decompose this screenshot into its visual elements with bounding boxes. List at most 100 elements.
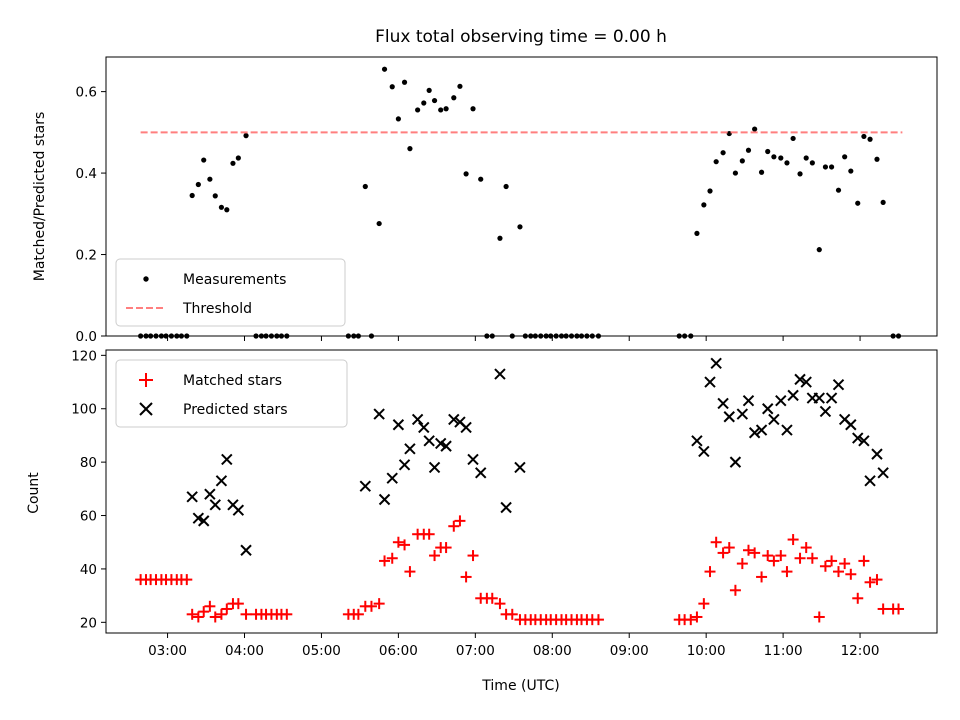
- matched-star-point: [209, 611, 221, 623]
- predicted-star-point: [440, 440, 452, 452]
- matched-star-point: [399, 539, 411, 551]
- bottom-legend-box: [115, 359, 348, 428]
- matched-star-point: [423, 528, 435, 540]
- matched-star-point: [506, 608, 518, 620]
- predicted-star-point: [404, 443, 416, 455]
- measurement-point: [470, 106, 476, 112]
- matched-star-point: [806, 552, 818, 564]
- measurement-point: [362, 183, 368, 190]
- matched-star-point: [768, 555, 780, 567]
- matched-star-point: [685, 614, 697, 626]
- predicted-star-point: [852, 432, 864, 444]
- measurement-point: [407, 146, 413, 152]
- matched-star-point: [775, 550, 787, 562]
- predicted-star-point: [768, 413, 780, 426]
- matched-star-point: [392, 536, 404, 548]
- predicted-star-point: [186, 491, 198, 503]
- measurement-point: [778, 155, 784, 161]
- matched-star-point: [893, 603, 905, 615]
- predicted-star-point: [800, 376, 812, 388]
- bottom-panel-y-ticks: 20 40 60 80 100 120: [71, 348, 106, 631]
- x-tick-label: 11:00: [764, 643, 803, 659]
- measurement-point: [451, 95, 457, 101]
- bottom-panel: 03:00 04:00 05:00 06:00 07:00 08:00 09:00 10:00…: [26, 348, 938, 694]
- matched-star-point: [736, 558, 748, 570]
- matched-star-point: [215, 608, 227, 620]
- predicted-star-point: [198, 515, 210, 527]
- matched-star-point: [379, 555, 391, 567]
- measurement-point: [389, 84, 395, 90]
- top-panel-legend: Measurements Threshold: [115, 258, 346, 327]
- measurement-point: [463, 171, 469, 177]
- matched-star-point: [204, 600, 216, 612]
- predicted-star-point: [762, 403, 774, 415]
- predicted-star-point: [825, 392, 838, 404]
- matched-star-point: [787, 534, 799, 546]
- predicted-star-point: [475, 467, 487, 479]
- predicted-star-point: [448, 413, 460, 426]
- legend-marker-predicted: [139, 402, 153, 416]
- measurement-point: [431, 97, 438, 104]
- matched-star-point: [232, 598, 244, 610]
- predicted-star-point: [775, 395, 787, 407]
- measurement-point: [842, 154, 848, 160]
- measurement-point: [835, 187, 842, 193]
- predicted-star-point: [698, 445, 710, 458]
- x-tick-label: 06:00: [379, 643, 418, 659]
- bottom-y-tick-label: 80: [80, 455, 97, 471]
- predicted-star-point: [723, 411, 735, 423]
- matched-star-point: [710, 536, 722, 548]
- x-tick-label: 04:00: [225, 643, 264, 659]
- predicted-star-point: [710, 357, 722, 370]
- predicted-star-point: [813, 392, 825, 404]
- predicted-star-point: [232, 504, 245, 516]
- matched-star-point: [762, 550, 774, 562]
- x-tick-label: 03:00: [148, 643, 187, 659]
- measurement-point: [517, 224, 523, 230]
- legend-label-predicted: Predicted stars: [183, 402, 288, 418]
- top-legend-box: [115, 258, 346, 327]
- bottom-panel-marks: [135, 357, 905, 626]
- measurement-point: [745, 147, 752, 153]
- measurement-point: [497, 235, 503, 241]
- predicted-star-point: [494, 368, 506, 380]
- matched-star-point: [198, 606, 210, 618]
- predicted-star-point: [832, 379, 845, 391]
- x-tick-label: 12:00: [841, 643, 880, 659]
- predicted-star-point: [755, 424, 768, 436]
- matched-star-point: [221, 603, 233, 615]
- bottom-y-tick-label: 40: [80, 562, 97, 578]
- matched-star-point: [717, 547, 729, 559]
- measurement-point: [478, 176, 484, 182]
- predicted-star-point: [386, 472, 398, 484]
- x-tick-label: 05:00: [302, 643, 341, 659]
- matched-star-point: [781, 566, 793, 578]
- measurement-point: [771, 154, 777, 160]
- bottom-y-tick-label: 60: [80, 509, 97, 525]
- top-y-tick-label: 0.6: [76, 85, 97, 101]
- matched-star-point: [877, 603, 889, 615]
- predicted-star-point: [514, 461, 526, 474]
- measurement-point: [218, 204, 225, 210]
- measurement-point: [797, 171, 803, 177]
- measurement-point: [212, 193, 218, 199]
- matched-star-point: [826, 555, 838, 567]
- matched-star-point: [858, 555, 870, 567]
- measurement-point: [803, 155, 809, 161]
- legend-label-matched: Matched stars: [183, 373, 282, 389]
- chart-title: Flux total observing time = 0.00 h: [375, 27, 667, 47]
- matched-star-point: [704, 566, 716, 578]
- matched-star-point: [281, 608, 293, 620]
- predicted-star-point: [794, 373, 806, 386]
- matched-star-point: [186, 608, 198, 620]
- matched-star-point: [192, 611, 204, 623]
- predicted-star-point: [467, 453, 479, 466]
- predicted-star-point: [392, 419, 405, 431]
- measurement-point: [201, 157, 207, 163]
- matched-star-point: [467, 550, 479, 562]
- matched-star-point: [365, 600, 377, 612]
- measurement-point: [421, 100, 427, 106]
- top-panel: 0.0 0.2 0.4 0.6 Matched/Predicted stars Mea…: [32, 56, 938, 345]
- bottom-y-tick-label: 100: [71, 402, 97, 418]
